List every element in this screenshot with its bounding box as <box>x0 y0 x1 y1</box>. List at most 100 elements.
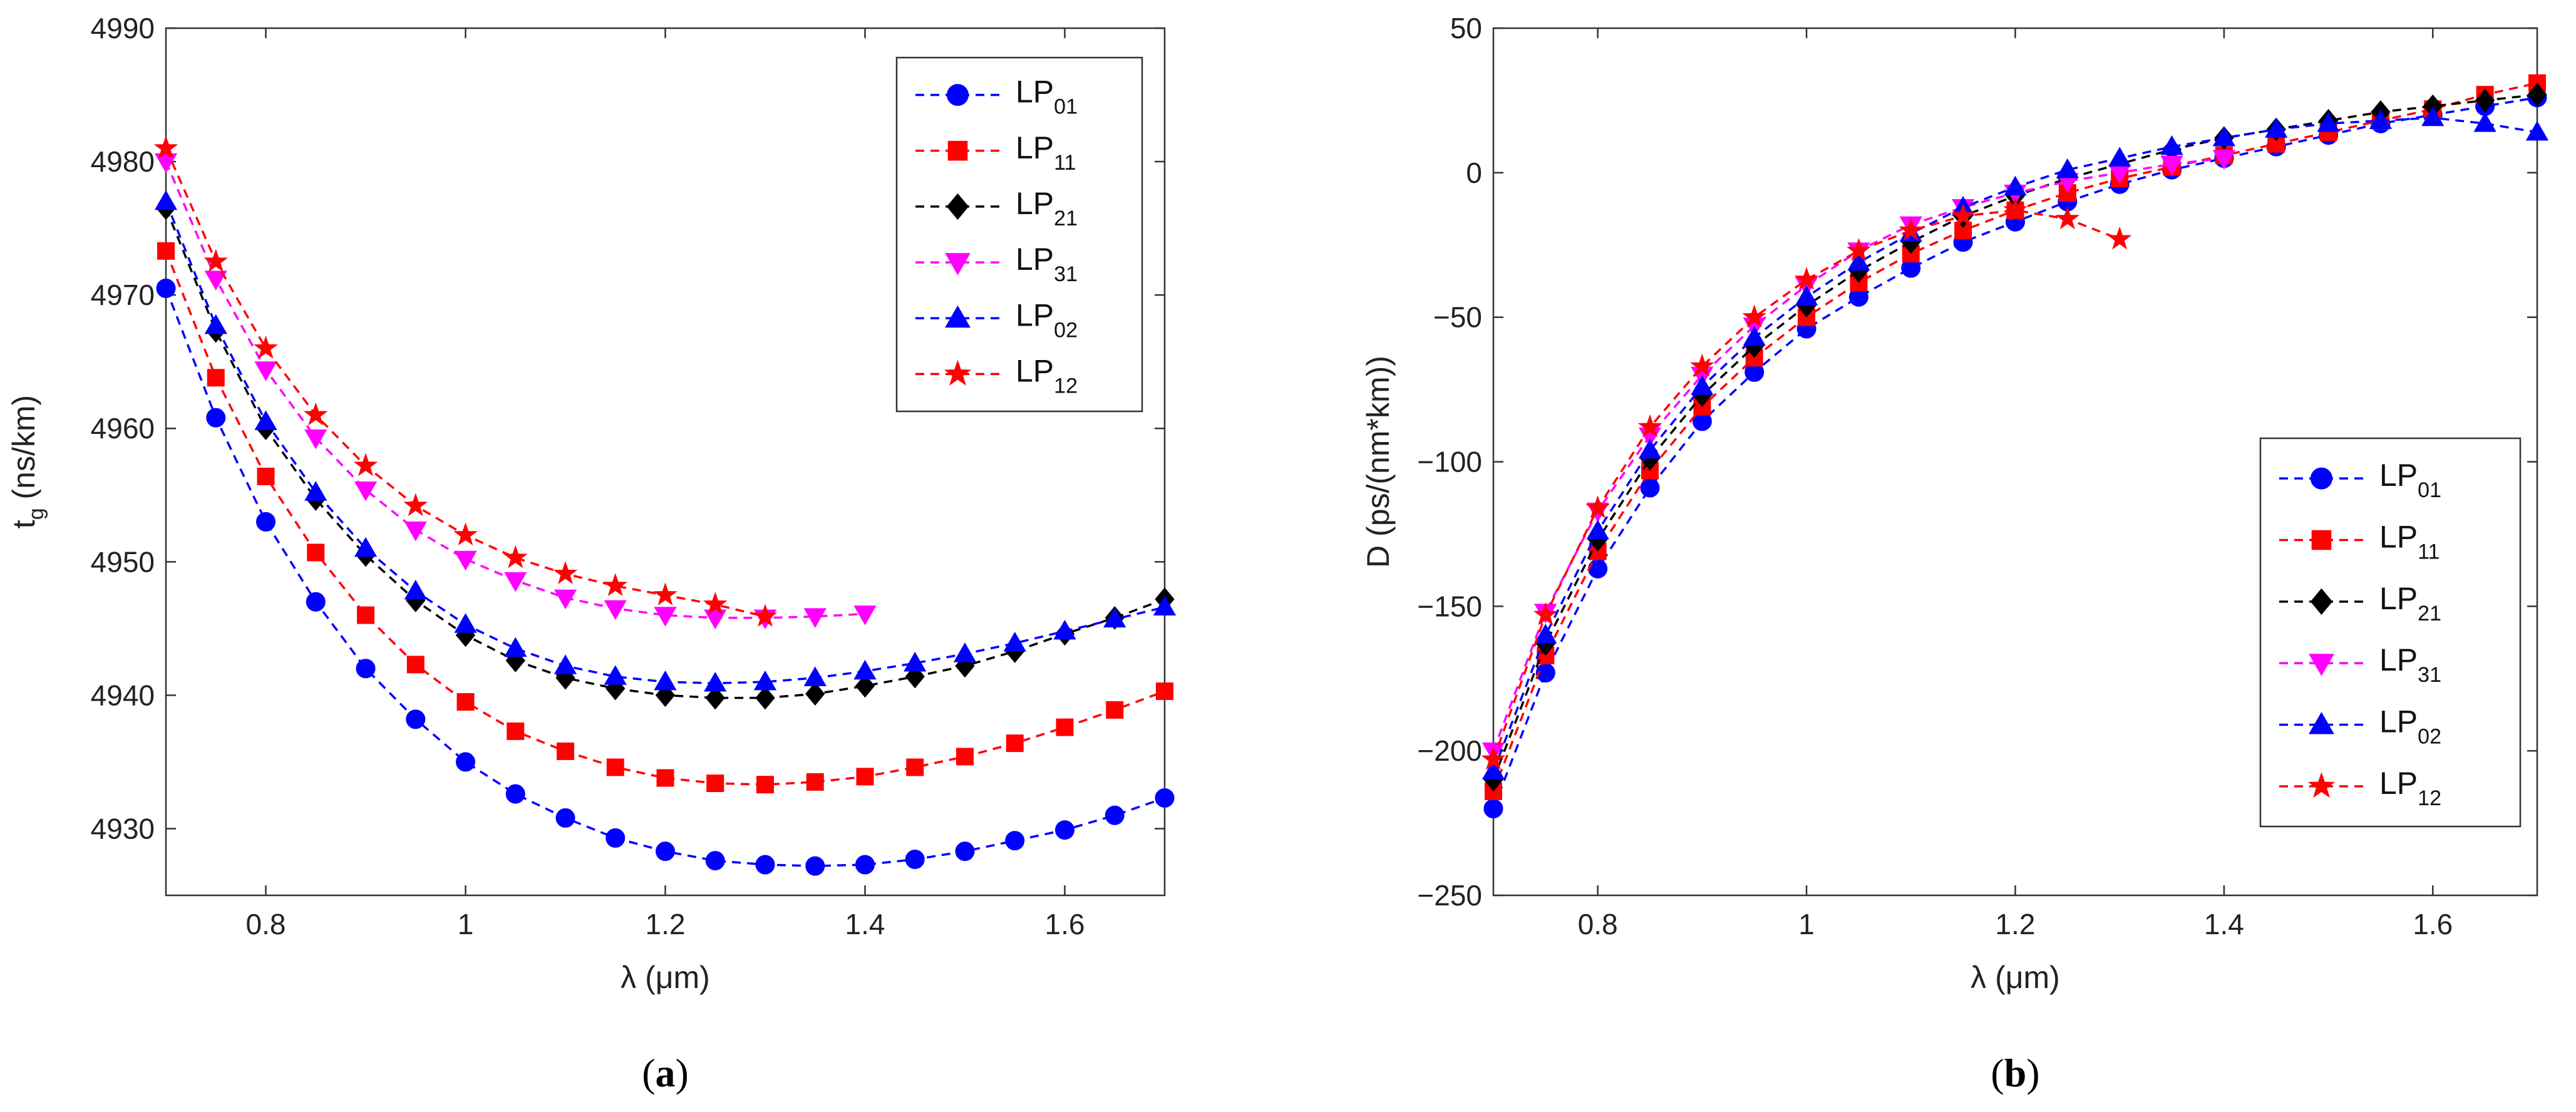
legend-marker <box>2309 654 2334 676</box>
legend-label-sub: 01 <box>2418 478 2441 502</box>
data-point <box>356 659 376 679</box>
data-point <box>254 336 278 359</box>
legend-label-sub: 31 <box>2418 663 2441 687</box>
data-point <box>905 849 925 869</box>
data-point <box>1586 520 1609 540</box>
legend-label-main: LP <box>1016 186 1054 221</box>
data-point <box>1899 217 1924 241</box>
data-point <box>406 656 425 674</box>
legend-label: LP02 <box>1016 297 1078 342</box>
legend-label-main: LP <box>1016 297 1054 332</box>
legend-box <box>2259 437 2522 828</box>
x-axis-label: λ (μm) <box>1971 960 2060 995</box>
y-axis-label-main: D (ps/(nm*km)) <box>1361 356 1396 568</box>
legend-label: LP12 <box>1016 353 1078 398</box>
y-axis-label-main: t <box>6 520 41 528</box>
legend-item-lp21: LP21 <box>915 186 1078 230</box>
data-point <box>705 686 725 710</box>
legend-label-main: LP <box>1016 242 1054 277</box>
data-point <box>2055 206 2080 230</box>
data-point <box>704 671 727 692</box>
legend-label-main: LP <box>2379 766 2418 801</box>
data-point <box>257 467 275 485</box>
data-point <box>1691 375 1714 395</box>
legend-item-lp01: LP01 <box>2279 458 2441 502</box>
series-line <box>165 250 1165 786</box>
data-point <box>2108 147 2131 167</box>
legend-item-lp02: LP02 <box>915 297 1078 342</box>
series-lp12 <box>153 135 778 627</box>
data-point <box>605 828 626 848</box>
x-tick-label: 0.8 <box>1578 908 1618 940</box>
data-point <box>755 855 775 875</box>
series-lp12 <box>1481 197 2132 770</box>
data-point <box>1483 799 1503 818</box>
data-point <box>304 429 327 450</box>
data-point <box>557 742 574 760</box>
data-point <box>2160 155 2183 176</box>
data-point <box>404 521 427 542</box>
data-point <box>554 589 577 610</box>
data-point <box>1103 607 1126 628</box>
series-lp02 <box>154 190 1177 692</box>
y-tick-label: 4980 <box>91 145 155 178</box>
data-point <box>906 758 924 776</box>
series-lp01 <box>156 279 1175 876</box>
legend-marker <box>947 84 969 106</box>
data-point <box>307 543 325 562</box>
data-point <box>2369 109 2393 129</box>
legend-box <box>895 56 1143 413</box>
legend-marker <box>2307 772 2336 798</box>
caption-open: ( <box>1991 1051 2004 1095</box>
data-point <box>806 773 824 791</box>
legend-label: LP11 <box>2379 520 2439 564</box>
data-point <box>956 748 974 766</box>
data-point <box>706 775 724 793</box>
data-point <box>656 842 675 862</box>
y-tick-label: 4990 <box>91 12 155 44</box>
caption-letter: b <box>2004 1051 2027 1095</box>
data-point <box>2160 135 2183 155</box>
legend-label: LP21 <box>1016 186 1078 230</box>
y-tick-label: −200 <box>1417 734 1482 767</box>
data-point <box>1053 619 1076 640</box>
legend-label-main: LP <box>2379 581 2418 616</box>
legend-item-lp31: LP31 <box>2279 642 2441 687</box>
data-point <box>1742 304 1767 328</box>
x-tick-label: 1.4 <box>845 908 885 940</box>
series-lp31 <box>154 153 877 630</box>
y-tick-label: 4960 <box>91 412 155 445</box>
data-point <box>1005 831 1025 851</box>
data-point <box>1481 746 1506 770</box>
data-point <box>154 190 178 210</box>
data-point <box>505 784 525 804</box>
x-tick-label: 1.6 <box>2413 908 2453 940</box>
legend-label-sub: 31 <box>1054 262 1078 286</box>
legend-marker <box>2310 588 2333 615</box>
data-point <box>254 410 277 430</box>
legend-item-lp02: LP02 <box>2279 704 2441 749</box>
data-point <box>503 545 528 569</box>
y-axis-label-rest: (ns/km) <box>6 395 41 508</box>
data-point <box>403 493 428 517</box>
legend-item-lp12: LP12 <box>915 353 1078 398</box>
caption-open: ( <box>642 1051 655 1095</box>
legend-marker <box>2311 530 2332 550</box>
data-point <box>855 855 875 875</box>
data-point <box>1056 718 1074 736</box>
data-point <box>753 670 777 691</box>
data-point <box>204 314 227 334</box>
y-tick-label: −250 <box>1417 879 1482 912</box>
data-point <box>1006 734 1024 753</box>
legend-marker <box>944 359 972 386</box>
y-axis-label: tg (ns/km) <box>6 395 48 528</box>
data-point <box>453 522 478 546</box>
data-point <box>2004 175 2027 196</box>
legend-item-lp11: LP11 <box>915 130 1076 175</box>
data-point <box>1588 559 1608 579</box>
caption-close: ) <box>2026 1051 2039 1095</box>
data-point <box>256 512 276 532</box>
data-point <box>1743 326 1766 346</box>
data-point <box>853 659 877 680</box>
legend-marker <box>946 193 969 220</box>
